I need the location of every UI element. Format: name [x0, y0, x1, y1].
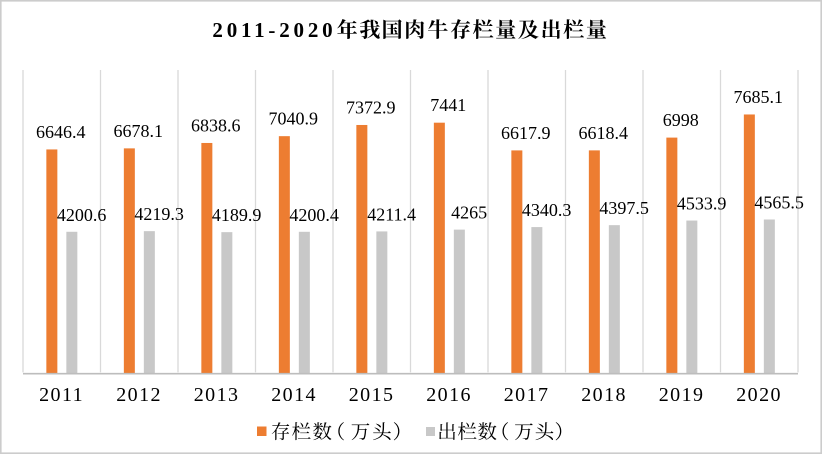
svg-text:2016: 2016 [426, 384, 472, 406]
svg-text:2011: 2011 [39, 384, 84, 406]
svg-text:4340.3: 4340.3 [522, 200, 572, 220]
svg-text:4211.4: 4211.4 [367, 204, 416, 224]
svg-text:6678.1: 6678.1 [114, 121, 164, 141]
svg-text:4397.5: 4397.5 [599, 198, 649, 218]
svg-text:2020: 2020 [736, 384, 782, 406]
svg-text:4189.9: 4189.9 [212, 205, 262, 225]
svg-text:2017: 2017 [504, 384, 550, 406]
svg-text:6617.9: 6617.9 [501, 123, 551, 143]
svg-text:4219.3: 4219.3 [134, 204, 184, 224]
svg-text:4565.5: 4565.5 [754, 192, 804, 212]
svg-text:2015: 2015 [349, 384, 395, 406]
svg-text:2013: 2013 [194, 384, 240, 406]
svg-text:2014: 2014 [271, 384, 317, 406]
svg-text:2012: 2012 [116, 384, 162, 406]
svg-text:2018: 2018 [581, 384, 627, 406]
svg-text:4533.9: 4533.9 [677, 194, 727, 214]
svg-text:2019: 2019 [659, 384, 705, 406]
svg-text:7372.9: 7372.9 [346, 97, 396, 117]
svg-text:7685.1: 7685.1 [734, 87, 784, 107]
svg-text:6998: 6998 [663, 110, 699, 130]
svg-text:7040.9: 7040.9 [269, 109, 319, 129]
svg-text:4200.6: 4200.6 [57, 205, 107, 225]
svg-text:6838.6: 6838.6 [191, 115, 241, 135]
svg-text:4265: 4265 [451, 203, 487, 223]
svg-text:6618.4: 6618.4 [579, 123, 629, 143]
svg-text:7441: 7441 [430, 95, 466, 115]
svg-text:6646.4: 6646.4 [36, 122, 86, 142]
svg-text:4200.4: 4200.4 [289, 205, 339, 225]
svg-text:2011-2020: 2011-2020 [212, 18, 336, 42]
